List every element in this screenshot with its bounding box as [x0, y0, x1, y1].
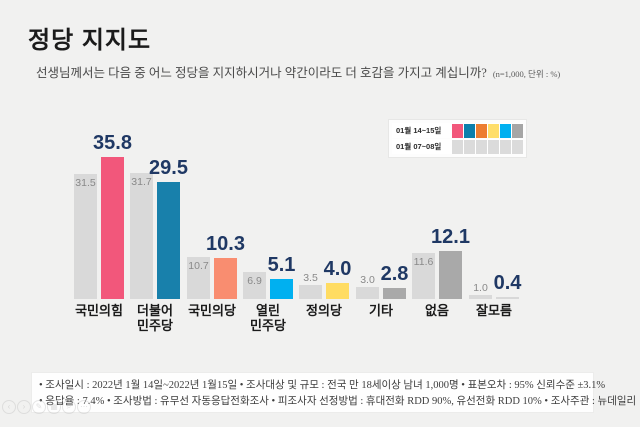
legend-swatch — [500, 123, 511, 138]
bar-curr: 29.5 — [149, 157, 188, 299]
bar-prev: 10.7 — [187, 257, 210, 299]
page-title: 정당 지지도 — [28, 27, 152, 54]
category-label: 더불어 민주당 — [137, 303, 173, 333]
category-label: 열린 민주당 — [250, 303, 286, 333]
bar-group-3: 10.7 10.3 국민의당 — [184, 0, 245, 318]
value-label-curr: 29.5 — [149, 157, 188, 179]
edit-icon[interactable]: ✎ — [32, 400, 46, 414]
bar-group-5: 3.5 4.0 정의당 — [296, 0, 352, 318]
methodology-line-2: • 응답율 : 7.4% • 조사방법 : 유무선 자동응답전화조사 • 피조사… — [39, 396, 637, 407]
bar-prev: 3.5 — [299, 272, 322, 299]
category-label: 정의당 — [306, 303, 342, 318]
category-label: 잘모름 — [476, 303, 512, 318]
value-label-prev: 10.7 — [188, 260, 209, 272]
zoom-icon[interactable]: ⌕ — [62, 400, 76, 414]
bar-curr: 0.4 — [494, 272, 521, 299]
value-label-prev: 31.7 — [131, 176, 152, 188]
legend-swatch — [476, 123, 487, 138]
category-label: 국민의당 — [188, 303, 236, 318]
bar-group-1: 31.5 35.8 국민의힘 — [71, 0, 132, 318]
bar-curr: 35.8 — [93, 132, 132, 299]
value-label-prev: 31.5 — [75, 177, 96, 189]
legend-row: 01월 07~08일 — [392, 139, 523, 154]
bar-prev: 1.0 — [469, 282, 492, 299]
legend-swatch — [512, 123, 523, 138]
value-label-curr: 2.8 — [380, 263, 409, 285]
legend-row: 01월 14~15일 — [392, 123, 523, 138]
category-label: 없음 — [425, 303, 449, 318]
value-label-curr: 35.8 — [93, 132, 132, 154]
legend-swatch — [452, 139, 463, 154]
value-label-prev: 11.6 — [413, 256, 434, 268]
grid-icon[interactable]: ▦ — [47, 400, 61, 414]
bar-prev: 6.9 — [243, 272, 266, 299]
more-icon[interactable]: ⋯ — [77, 400, 91, 414]
chevron-right-icon[interactable]: › — [17, 400, 31, 414]
value-label-curr: 10.3 — [206, 233, 245, 255]
survey-question: 선생님께서는 다음 중 어느 정당을 지지하시거나 약간이라도 더 호감을 가지… — [36, 62, 560, 81]
value-label-curr: 4.0 — [323, 258, 352, 280]
category-label: 국민의힘 — [75, 303, 123, 318]
bar-group-2: 31.7 29.5 더불어 민주당 — [127, 0, 188, 333]
bar-curr: 5.1 — [268, 254, 295, 299]
legend-swatch — [500, 139, 511, 154]
legend-swatch — [488, 123, 499, 138]
bar-curr: 12.1 — [431, 226, 470, 299]
bar-prev: 31.5 — [74, 174, 97, 299]
bar-group-8: 1.0 0.4 잘모름 — [466, 0, 522, 318]
value-label-curr: 0.4 — [493, 272, 522, 294]
legend-swatches — [452, 123, 523, 138]
bar-prev: 11.6 — [412, 253, 435, 299]
legend-row-label: 01월 07~08일 — [396, 142, 442, 151]
bar-curr: 2.8 — [381, 263, 408, 299]
value-label-prev: 1.0 — [473, 282, 488, 294]
survey-methodology-box: • 조사일시 : 2022년 1월 14일~2022년 1월15일 • 조사대상… — [31, 372, 637, 413]
bar-prev: 31.7 — [130, 173, 153, 299]
bar-group-7: 11.6 12.1 없음 — [409, 0, 470, 318]
legend-swatch — [464, 139, 475, 154]
survey-question-text: 선생님께서는 다음 중 어느 정당을 지지하시거나 약간이라도 더 호감을 가지… — [36, 66, 487, 80]
chart-legend: 01월 14~15일 01월 07~08일 — [388, 119, 527, 158]
value-label-prev: 6.9 — [247, 275, 262, 287]
bar-group-6: 3.0 2.8 기타 — [353, 0, 409, 318]
value-label-prev: 3.5 — [303, 272, 318, 284]
bar-group-4: 6.9 5.1 열린 민주당 — [240, 0, 296, 333]
sample-size-note: (n=1,000, 단위 : %) — [492, 69, 561, 79]
chevron-left-icon[interactable]: ‹ — [2, 400, 16, 414]
value-label-curr: 5.1 — [267, 254, 296, 276]
bar-prev: 3.0 — [356, 274, 379, 299]
legend-swatches — [452, 139, 523, 154]
category-label: 기타 — [369, 303, 393, 318]
bar-curr: 10.3 — [206, 233, 245, 299]
legend-swatch — [476, 139, 487, 154]
methodology-line-1: • 조사일시 : 2022년 1월 14일~2022년 1월15일 • 조사대상… — [39, 380, 606, 391]
viewer-toolbar: ‹ › ✎ ▦ ⌕ ⋯ — [2, 400, 91, 414]
value-label-curr: 12.1 — [431, 226, 470, 248]
legend-row-label: 01월 14~15일 — [396, 126, 442, 135]
legend-swatch — [452, 123, 463, 138]
legend-swatch — [464, 123, 475, 138]
legend-swatch — [512, 139, 523, 154]
bar-curr: 4.0 — [324, 258, 351, 299]
legend-swatch — [488, 139, 499, 154]
value-label-prev: 3.0 — [360, 274, 375, 286]
